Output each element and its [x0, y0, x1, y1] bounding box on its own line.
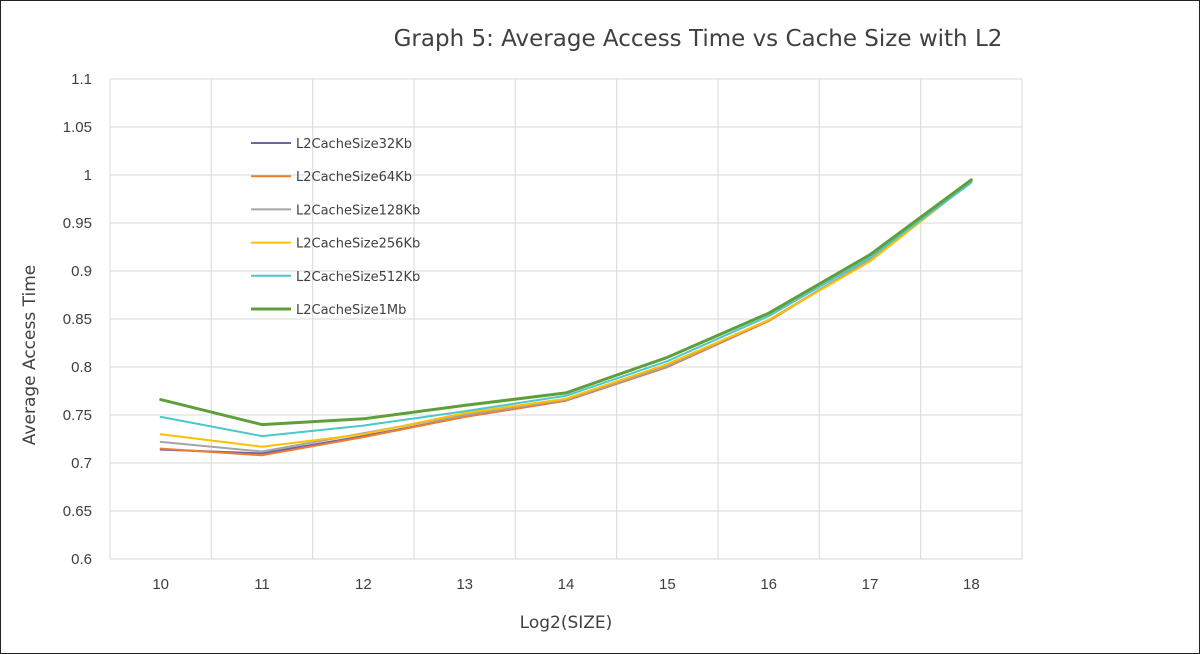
x-tick-label: 16 [760, 576, 777, 593]
y-tick-label: 0.8 [71, 359, 92, 376]
series-line-L2CacheSize512Kb [159, 181, 973, 438]
x-tick-label: 13 [456, 576, 473, 593]
series-line-L2CacheSize256Kb [159, 180, 973, 448]
y-tick-label: 0.9 [71, 263, 92, 280]
x-tick-label: 15 [659, 576, 676, 593]
legend: L2CacheSize32Kb L2CacheSize64Kb L2CacheSiz… [251, 137, 420, 318]
x-tick-label: 17 [862, 576, 879, 593]
y-tick-label: 0.65 [63, 503, 92, 520]
chart-title: Graph 5: Average Access Time vs Cache Si… [394, 26, 1003, 52]
y-tick-label: 0.75 [63, 407, 92, 424]
series-lines [159, 178, 973, 457]
legend-label: L2CacheSize64Kb [296, 170, 412, 185]
legend-label: L2CacheSize32Kb [296, 137, 412, 152]
legend-label: L2CacheSize128Kb [296, 203, 420, 218]
series-line-L2CacheSize32Kb [159, 180, 973, 455]
y-tick-label: 0.95 [63, 215, 92, 232]
x-tick-label: 10 [152, 576, 169, 593]
x-axis-label: Log2(SIZE) [520, 613, 613, 633]
series-line-L2CacheSize128Kb [159, 180, 973, 453]
legend-label: L2CacheSize1Mb [296, 303, 406, 318]
y-tick-label: 0.6 [71, 551, 92, 568]
x-tick-label: 11 [254, 576, 270, 593]
y-tick-label: 1.1 [71, 71, 92, 88]
y-axis-label: Average Access Time [20, 265, 40, 445]
y-tick-label: 0.7 [71, 455, 92, 472]
x-axis-ticks: 10 11 12 13 14 15 16 17 18 [152, 576, 979, 593]
x-tick-label: 18 [963, 576, 980, 593]
x-tick-label: 14 [558, 576, 575, 593]
x-tick-label: 12 [355, 576, 372, 593]
y-axis-ticks: 0.6 0.65 0.7 0.75 0.8 0.85 0.9 0.95 1 1.05 1.1 [63, 71, 92, 568]
series-line-L2CacheSize1Mb [159, 178, 973, 427]
gridlines [109, 78, 1023, 560]
y-tick-label: 1 [84, 167, 92, 184]
y-tick-label: 0.85 [63, 311, 92, 328]
legend-label: L2CacheSize256Kb [296, 237, 420, 252]
y-tick-label: 1.05 [63, 119, 92, 136]
legend-label: L2CacheSize512Kb [296, 270, 420, 285]
